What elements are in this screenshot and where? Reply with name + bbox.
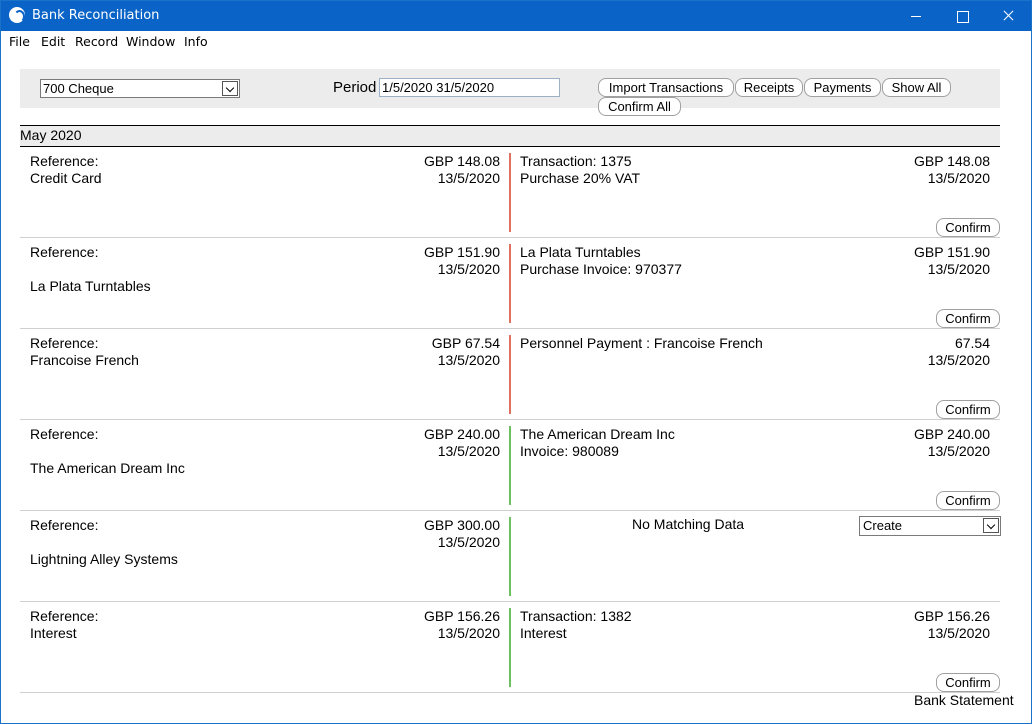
match-date: 13/5/2020 <box>927 261 990 277</box>
statement-date: 13/5/2020 <box>437 625 500 641</box>
statement-date: 13/5/2020 <box>437 261 500 277</box>
statement-date: 13/5/2020 <box>437 352 500 368</box>
statement-description: Interest <box>30 625 77 641</box>
statement-amount: GBP 67.54 <box>431 335 500 351</box>
import-transactions-button[interactable]: Import Transactions <box>598 78 734 97</box>
window-title: Bank Reconciliation <box>32 8 160 23</box>
period-label: Period <box>333 79 377 96</box>
status-indicator-unmatched <box>509 244 511 323</box>
account-select[interactable]: 700 Cheque <box>40 79 240 98</box>
status-indicator-matched <box>509 608 511 687</box>
close-button[interactable] <box>985 1 1031 31</box>
reconciliation-row: Reference: Interest GBP 156.26 13/5/2020… <box>20 602 1000 693</box>
status-indicator-unmatched <box>509 335 511 414</box>
statement-amount: GBP 148.08 <box>423 153 500 169</box>
statement-amount: GBP 151.90 <box>423 244 500 260</box>
confirm-button[interactable]: Confirm <box>936 400 1000 419</box>
menu-info[interactable]: Info <box>184 34 208 49</box>
match-title: The American Dream Inc <box>520 426 675 442</box>
reconciliation-toolbar: 700 Cheque Period 1/5/2020 31/5/2020 Imp… <box>20 69 1000 116</box>
menu-file[interactable]: File <box>9 34 30 49</box>
statement-description: La Plata Turntables <box>30 278 151 294</box>
reconciliation-row: Reference: La Plata Turntables GBP 151.9… <box>20 238 1000 329</box>
reconciliation-row: Reference: Lightning Alley Systems GBP 3… <box>20 511 1001 602</box>
statement-amount: GBP 240.00 <box>423 426 500 442</box>
match-amount: GBP 240.00 <box>913 426 990 442</box>
bank-statement-label: Bank Statement <box>914 692 1014 708</box>
confirm-button[interactable]: Confirm <box>936 673 1000 692</box>
confirm-all-button[interactable]: Confirm All <box>598 97 681 116</box>
match-amount: 67.54 <box>954 335 990 351</box>
match-amount: GBP 148.08 <box>913 153 990 169</box>
match-detail: Invoice: 980089 <box>520 443 619 459</box>
statement-reference-label: Reference: <box>30 244 99 260</box>
statement-reference-label: Reference: <box>30 608 99 624</box>
statement-reference-label: Reference: <box>30 426 99 442</box>
show-all-button[interactable]: Show All <box>882 78 951 97</box>
no-matching-data-text: No Matching Data <box>632 516 745 532</box>
title-bar: Bank Reconciliation <box>1 1 1031 31</box>
account-select-value: 700 Cheque <box>43 81 114 96</box>
chevron-down-icon[interactable] <box>983 518 999 533</box>
statement-description: Lightning Alley Systems <box>30 551 178 567</box>
reconciliation-row: Reference: Credit Card GBP 148.08 13/5/2… <box>20 147 1000 238</box>
payments-button[interactable]: Payments <box>804 78 881 97</box>
match-detail: Purchase Invoice: 970377 <box>520 261 682 277</box>
chevron-down-icon[interactable] <box>222 81 238 96</box>
match-date: 13/5/2020 <box>927 170 990 186</box>
match-date: 13/5/2020 <box>927 443 990 459</box>
menu-window[interactable]: Window <box>126 34 176 49</box>
status-indicator-matched <box>509 426 511 505</box>
menu-record[interactable]: Record <box>75 34 119 49</box>
statement-reference-label: Reference: <box>30 335 99 351</box>
confirm-button[interactable]: Confirm <box>936 309 1000 328</box>
period-input[interactable]: 1/5/2020 31/5/2020 <box>379 78 560 97</box>
statement-date: 13/5/2020 <box>437 170 500 186</box>
match-amount: GBP 151.90 <box>913 244 990 260</box>
status-indicator-unmatched <box>509 153 511 232</box>
confirm-button[interactable]: Confirm <box>936 491 1000 510</box>
statement-description: Francoise French <box>30 352 139 368</box>
match-date: 13/5/2020 <box>927 625 990 641</box>
statement-date: 13/5/2020 <box>437 443 500 459</box>
match-date: 13/5/2020 <box>927 352 990 368</box>
statement-description: Credit Card <box>30 170 102 186</box>
status-indicator-matched <box>509 517 511 596</box>
statement-reference-label: Reference: <box>30 153 99 169</box>
confirm-button[interactable]: Confirm <box>936 218 1000 237</box>
statement-reference-label: Reference: <box>30 517 99 533</box>
minimize-button[interactable] <box>893 1 939 31</box>
statement-date: 13/5/2020 <box>437 534 500 550</box>
menu-edit[interactable]: Edit <box>41 34 66 49</box>
app-logo-icon <box>9 7 25 23</box>
receipts-button[interactable]: Receipts <box>735 78 803 97</box>
match-title: Personnel Payment : Francoise French <box>520 335 763 351</box>
month-header: May 2020 <box>20 125 1000 147</box>
match-detail: Interest <box>520 625 567 641</box>
menu-bar: File Edit Record Window Info <box>1 32 1031 52</box>
match-title: Transaction: 1382 <box>520 608 632 624</box>
match-amount: GBP 156.26 <box>913 608 990 624</box>
create-select[interactable]: Create <box>859 516 1001 536</box>
statement-amount: GBP 156.26 <box>423 608 500 624</box>
match-detail: Purchase 20% VAT <box>520 170 641 186</box>
create-select-value: Create <box>863 518 903 533</box>
reconciliation-row: Reference: Francoise French GBP 67.54 13… <box>20 329 1000 420</box>
match-title: Transaction: 1375 <box>520 153 632 169</box>
match-title: La Plata Turntables <box>520 244 641 260</box>
maximize-button[interactable] <box>939 1 985 31</box>
reconciliation-row: Reference: The American Dream Inc GBP 24… <box>20 420 1000 511</box>
statement-amount: GBP 300.00 <box>423 517 500 533</box>
statement-description: The American Dream Inc <box>30 460 185 476</box>
